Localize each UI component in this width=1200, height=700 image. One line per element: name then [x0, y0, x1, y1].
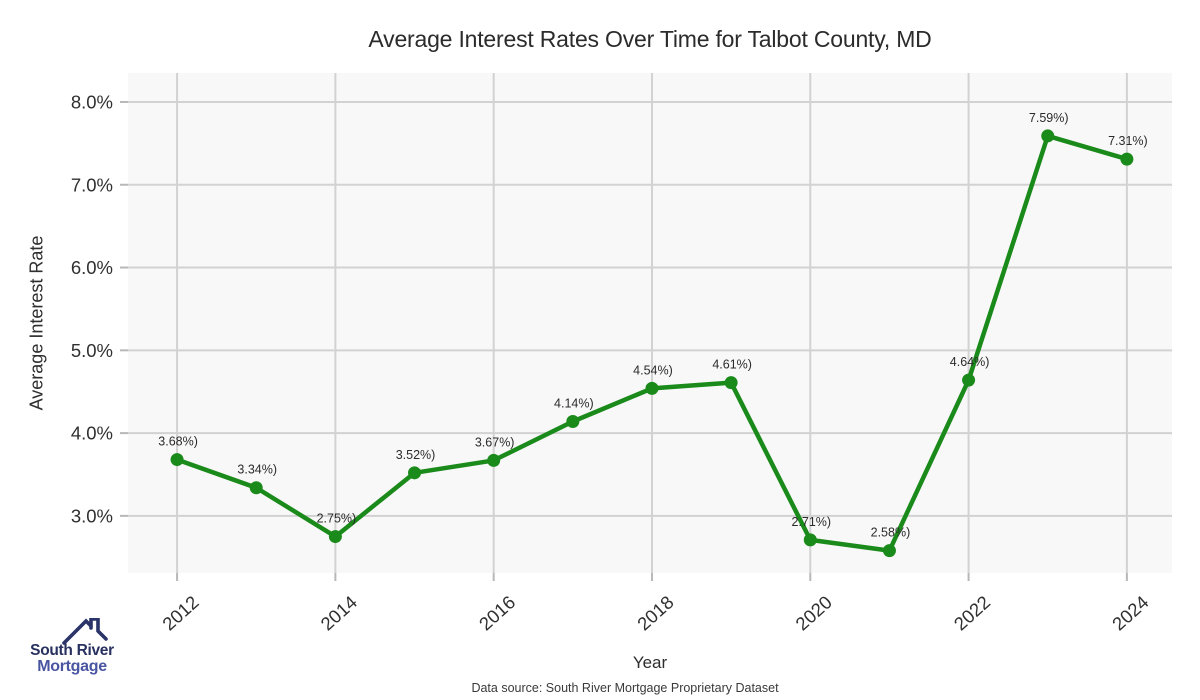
data-point [249, 481, 263, 495]
x-tick-label: 2012 [158, 591, 203, 634]
data-point [1041, 129, 1055, 143]
data-point-label: 2.75%) [317, 512, 357, 526]
y-axis-title: Average Interest Rate [26, 235, 47, 411]
x-tick-label: 2024 [1108, 591, 1153, 634]
y-tick-label: 4.0% [71, 423, 113, 444]
data-point-label: 4.14%) [554, 397, 594, 411]
logo-text-south-river: South River [30, 642, 114, 659]
y-tick-label: 8.0% [71, 91, 113, 112]
data-point [487, 453, 501, 467]
y-tick-label: 3.0% [71, 505, 113, 526]
x-axis-title: Year [632, 653, 668, 672]
y-tick-label: 5.0% [71, 340, 113, 361]
data-point-label: 4.61%) [712, 358, 752, 372]
data-source-note: Data source: South River Mortgage Propri… [471, 681, 779, 695]
y-tick-label: 6.0% [71, 257, 113, 278]
south-river-mortgage-logo: South River Mortgage [22, 618, 122, 676]
data-point-label: 3.34%) [237, 463, 277, 477]
data-point-label: 3.52%) [396, 448, 436, 462]
data-point [1120, 152, 1134, 166]
data-point-label: 7.31%) [1108, 134, 1148, 148]
data-point-label: 4.64%) [950, 355, 990, 369]
chart-title: Average Interest Rates Over Time for Tal… [368, 26, 932, 52]
data-point [170, 453, 184, 467]
x-tick-label: 2020 [791, 591, 836, 634]
data-point-label: 3.68%) [158, 435, 198, 449]
y-tick-label: 7.0% [71, 174, 113, 195]
data-point [328, 530, 342, 544]
data-point-label: 3.67%) [475, 435, 515, 449]
data-point [882, 544, 896, 558]
data-point [724, 376, 738, 390]
plot-background [128, 73, 1172, 573]
data-point [566, 415, 580, 429]
data-point [803, 533, 817, 547]
data-point [408, 466, 422, 480]
x-tick-label: 2018 [633, 591, 678, 634]
x-tick-label: 2022 [950, 591, 995, 634]
data-point [645, 381, 659, 395]
data-point-label: 4.54%) [633, 363, 673, 377]
house-roof-icon [62, 618, 108, 645]
data-point-label: 2.58%) [871, 526, 911, 540]
data-point-label: 2.71%) [791, 515, 831, 529]
logo-text-mortgage: Mortgage [37, 658, 107, 676]
data-point-label: 7.59%) [1029, 111, 1069, 125]
data-point [962, 373, 976, 387]
x-tick-label: 2014 [316, 591, 361, 634]
x-tick-label: 2016 [475, 591, 520, 634]
